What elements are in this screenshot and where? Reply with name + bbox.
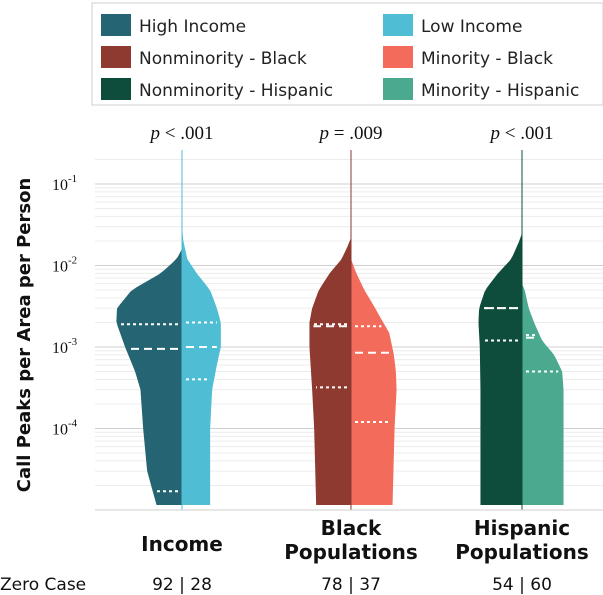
violin-half <box>522 283 564 506</box>
p-value-label: p < .001 <box>489 123 554 144</box>
violin-half <box>351 259 397 506</box>
legend-label: High Income <box>139 17 246 37</box>
p-values: p < .001 p = .009 p < .001 <box>149 123 554 144</box>
group-label: Hispanic <box>474 516 570 540</box>
violins <box>116 150 564 510</box>
violin-group <box>478 150 564 510</box>
y-tick-label: 10-1 <box>52 173 77 194</box>
legend-swatch <box>383 46 413 68</box>
legend-label: Nonminority - Black <box>139 49 307 69</box>
y-axis-label: Call Peaks per Area per Person <box>14 178 35 493</box>
legend-swatch <box>383 78 413 100</box>
legend-label: Nonminority - Hispanic <box>139 81 333 101</box>
zero-case-value: 78 | 37 <box>321 575 381 595</box>
violin-half <box>478 233 522 506</box>
legend-swatch <box>383 14 413 36</box>
group-label: Income <box>141 532 223 556</box>
legend-swatch <box>101 46 131 68</box>
y-tick-label: 10-4 <box>52 418 78 439</box>
group-label: Black <box>321 516 382 540</box>
zero-case-label: Zero Case <box>0 575 86 595</box>
zero-case-value: 54 | 60 <box>492 575 552 595</box>
p-value-label: p < .001 <box>149 123 214 144</box>
violin-group <box>116 150 221 510</box>
legend-label: Minority - Black <box>421 49 553 69</box>
legend-swatch <box>101 78 131 100</box>
legend: High Income Low Income Nonminority - Black… <box>91 2 603 106</box>
group-labels: IncomeBlackPopulationsHispanicPopulation… <box>141 516 589 564</box>
group-label: Populations <box>455 540 589 564</box>
axes: 10-1 10-2 10-3 10-4 <box>52 173 603 511</box>
y-tick-label: 10-3 <box>52 336 78 357</box>
legend-frame <box>91 2 603 106</box>
violin-half <box>182 226 221 506</box>
zero-case-value: 92 | 28 <box>152 575 212 595</box>
legend-label: Minority - Hispanic <box>421 81 579 101</box>
group-label: Populations <box>284 540 418 564</box>
violin-half <box>116 248 182 506</box>
legend-swatch <box>101 14 131 36</box>
violin-group <box>309 150 397 510</box>
p-value-label: p = .009 <box>318 123 383 144</box>
violin-half <box>309 237 351 506</box>
zero-case-values: 92 | 28 78 | 37 54 | 60 <box>152 575 552 595</box>
legend-label: Low Income <box>421 17 522 37</box>
y-tick-label: 10-2 <box>52 255 77 276</box>
